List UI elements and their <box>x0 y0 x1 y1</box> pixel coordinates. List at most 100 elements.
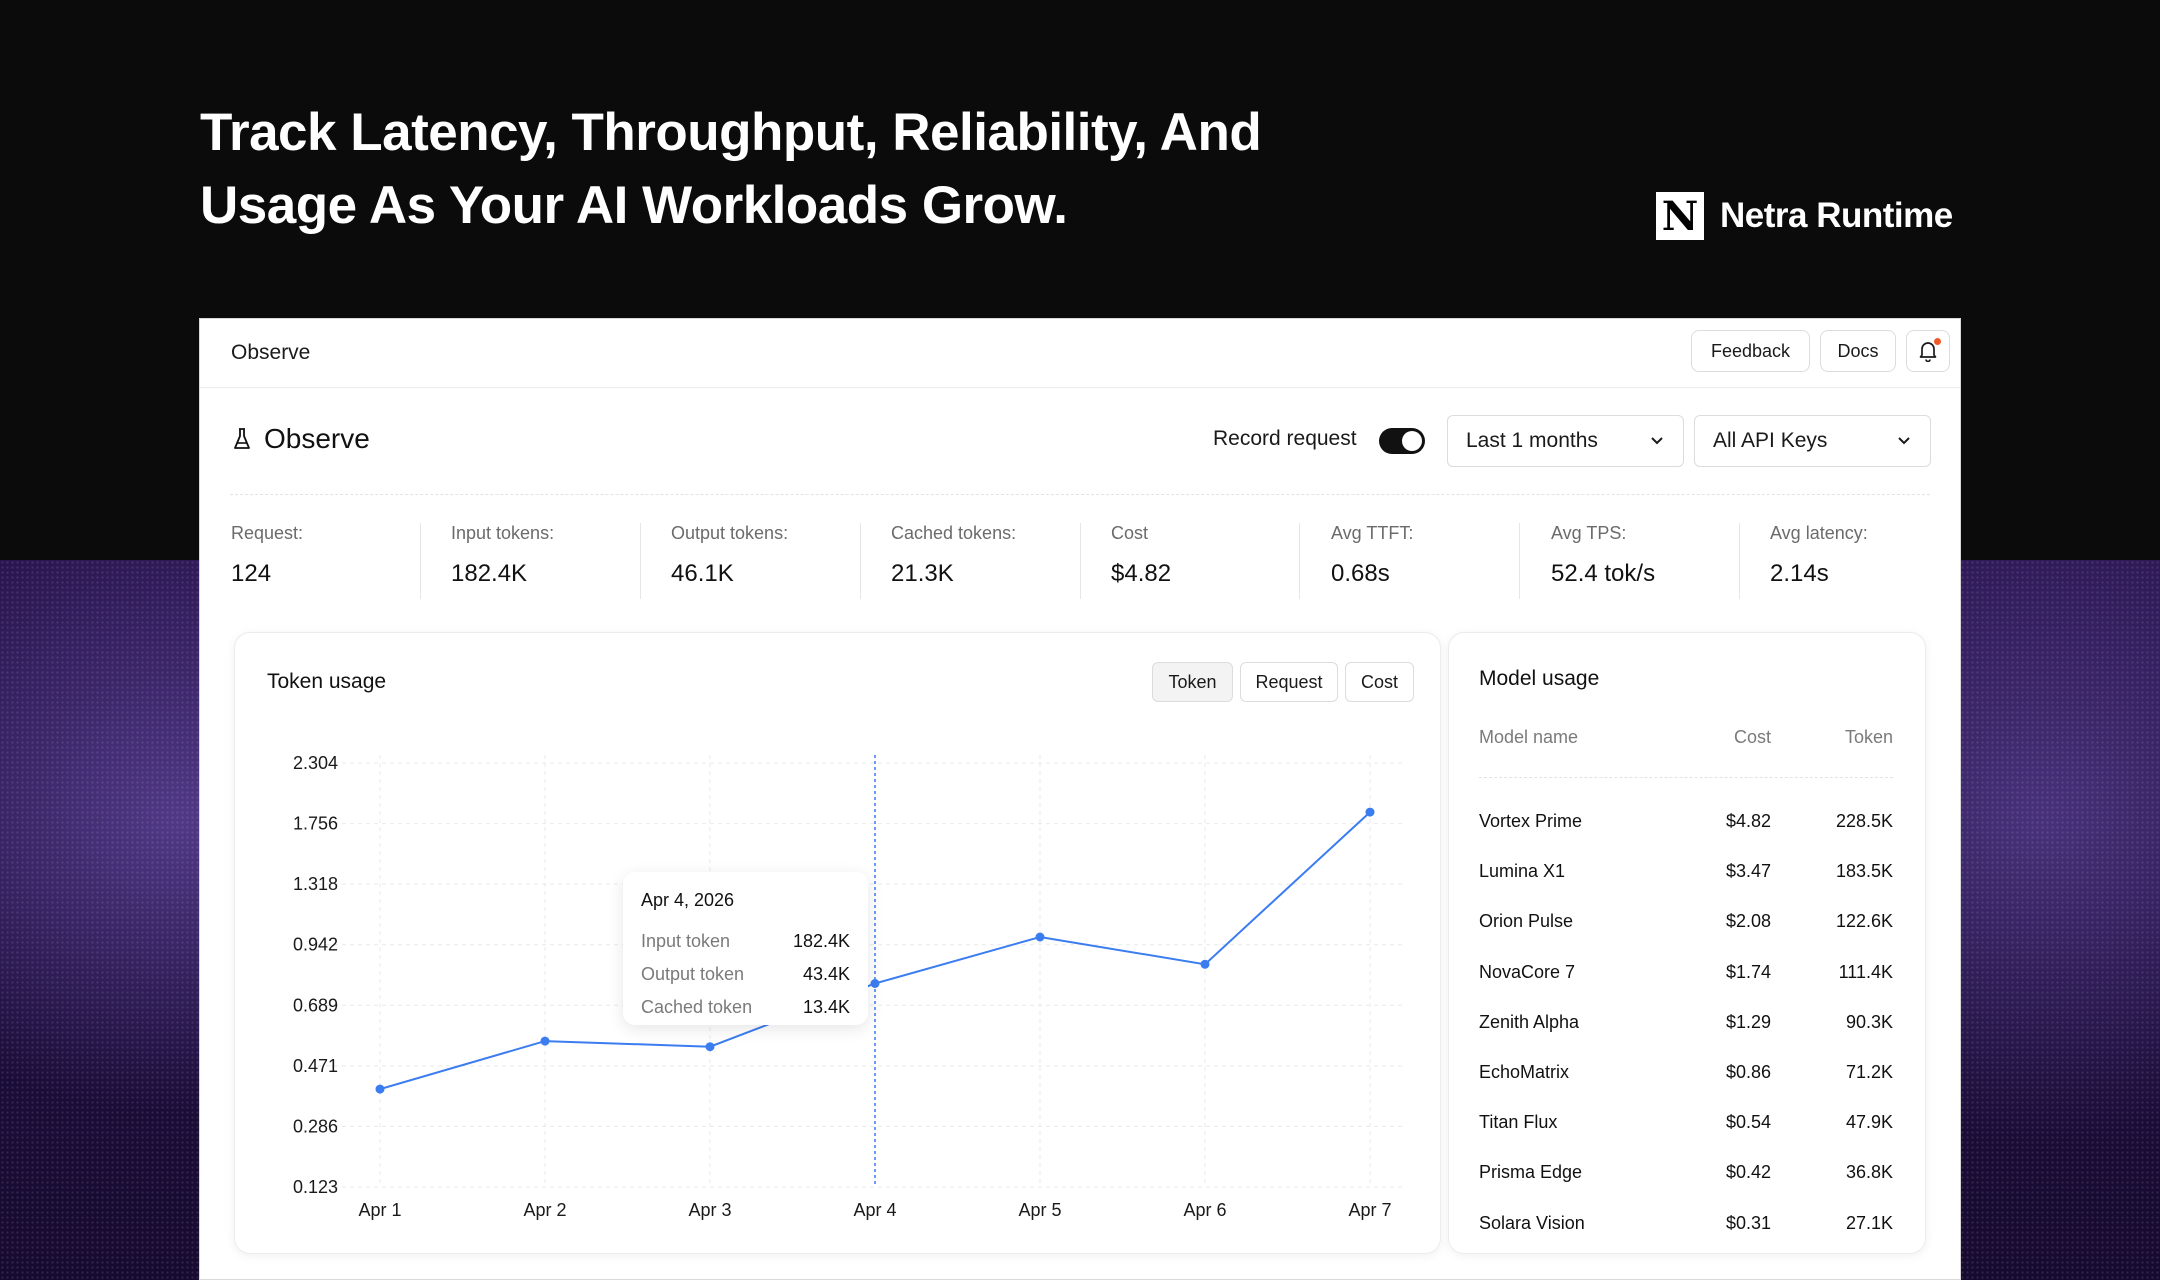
hero-headline-line-1: Track Latency, Throughput, Reliability, … <box>200 103 1262 162</box>
chevron-down-icon <box>1898 437 1910 445</box>
metric-divider <box>1299 523 1300 599</box>
token-data-point[interactable] <box>540 1036 550 1046</box>
x-tick-label: Apr 1 <box>358 1200 401 1220</box>
token-data-point[interactable] <box>1035 932 1045 942</box>
hero-headline: Track Latency, Throughput, Reliability, … <box>200 96 1400 242</box>
period-select[interactable]: Last 1 months <box>1447 415 1684 467</box>
metric-value: 0.68s <box>1331 560 1390 587</box>
model-token: 122.6K <box>1835 911 1893 932</box>
y-tick-label: 0.471 <box>293 1056 338 1076</box>
feedback-button[interactable]: Feedback <box>1691 330 1810 372</box>
model-name: Prisma Edge <box>1479 1162 1583 1183</box>
metric-label: Cost <box>1111 523 1149 543</box>
model-cost: $0.86 <box>1725 1062 1771 1082</box>
hero-headline-line-2: Usage As Your AI Workloads Grow. <box>200 176 1068 235</box>
x-tick-label: Apr 4 <box>853 1200 896 1220</box>
tooltip-value: 43.4K <box>802 964 850 984</box>
brand-mark-icon: N <box>1656 192 1704 240</box>
observe-app-window: Observe Feedback Docs Observe Record req… <box>199 318 1961 1280</box>
tab-token[interactable]: Token <box>1152 662 1233 702</box>
y-tick-label: 0.123 <box>293 1177 338 1197</box>
metric-request: Request: 124 <box>231 523 451 599</box>
metric-value: 2.14s <box>1770 560 1829 587</box>
model-name: Lumina X1 <box>1479 861 1566 882</box>
tooltip-row: Output token 43.4K <box>641 964 850 985</box>
model-cost: $0.42 <box>1725 1162 1771 1183</box>
model-usage-row[interactable]: Solara Vision $0.31 27.1K <box>1479 1213 1893 1243</box>
metric-input-tokens: Input tokens: 182.4K <box>451 523 671 599</box>
chevron-down-icon <box>1651 437 1663 445</box>
tab-request[interactable]: Request <box>1240 662 1338 702</box>
token-data-point[interactable] <box>705 1042 715 1052</box>
brand-logo: N Netra Runtime <box>1656 192 1953 240</box>
metric-value: 46.1K <box>671 560 734 587</box>
chart-tooltip: Apr 4, 2026 Input token 182.4K Output tok… <box>623 872 868 1025</box>
tab-cost[interactable]: Cost <box>1345 662 1414 702</box>
y-tick-label: 0.286 <box>293 1116 338 1136</box>
x-tick-label: Apr 7 <box>1348 1200 1391 1220</box>
model-token: 228.5K <box>1835 811 1893 831</box>
x-tick-label: Apr 2 <box>523 1200 566 1220</box>
metric-label: Input tokens: <box>451 523 555 543</box>
metric-label: Cached tokens: <box>891 523 1017 543</box>
record-request-label: Record request <box>1213 427 1357 450</box>
model-usage-row[interactable]: Orion Pulse $2.08 122.6K <box>1479 911 1893 941</box>
page-title: Observe <box>232 423 370 455</box>
column-header-cost: Cost <box>1733 727 1771 747</box>
token-data-point[interactable] <box>375 1084 385 1094</box>
metric-label: Avg latency: <box>1770 523 1868 543</box>
model-usage-title: Model usage <box>1479 667 1600 690</box>
notifications-button[interactable] <box>1906 330 1950 372</box>
model-cost: $3.47 <box>1725 861 1771 882</box>
model-cost: $4.82 <box>1725 811 1771 831</box>
model-token: 36.8K <box>1845 1162 1893 1183</box>
model-name: Zenith Alpha <box>1479 1011 1580 1032</box>
docs-button[interactable]: Docs <box>1820 330 1896 372</box>
y-tick-label: 0.689 <box>293 995 338 1015</box>
header-divider <box>230 494 1930 495</box>
metric-cost: Cost $4.82 <box>1111 523 1331 599</box>
model-usage-row[interactable]: NovaCore 7 $1.74 111.4K <box>1479 962 1893 992</box>
y-tick-label: 2.304 <box>293 753 338 773</box>
model-usage-row[interactable]: Prisma Edge $0.42 36.8K <box>1479 1162 1893 1192</box>
model-cost: $1.74 <box>1725 961 1771 982</box>
flask-icon <box>234 428 250 449</box>
metric-avg-latency: Avg latency: 2.14s <box>1770 523 1990 599</box>
model-token: 27.1K <box>1845 1212 1893 1233</box>
model-cost: $0.54 <box>1725 1112 1771 1133</box>
metric-value: 21.3K <box>891 560 954 587</box>
model-cost: $0.31 <box>1725 1212 1771 1233</box>
record-request-toggle[interactable] <box>1379 428 1425 454</box>
model-token: 90.3K <box>1845 1011 1893 1032</box>
tooltip-row: Cached token 13.4K <box>641 997 850 1018</box>
metric-avg-ttft: Avg TTFT: 0.68s <box>1331 523 1551 599</box>
metric-label: Request: <box>231 523 304 543</box>
brand-name: Netra Runtime <box>1720 196 1953 235</box>
model-usage-row[interactable]: Vortex Prime $4.82 228.5K <box>1479 811 1893 841</box>
model-cost: $2.08 <box>1725 911 1771 932</box>
model-usage-row[interactable]: EchoMatrix $0.86 71.2K <box>1479 1062 1893 1092</box>
metric-divider <box>640 523 641 599</box>
metric-divider <box>860 523 861 599</box>
model-name: NovaCore 7 <box>1479 961 1576 982</box>
toggle-knob <box>1402 431 1422 451</box>
model-usage-row[interactable]: Zenith Alpha $1.29 90.3K <box>1479 1012 1893 1042</box>
model-name: Vortex Prime <box>1479 811 1583 831</box>
token-data-point[interactable] <box>870 979 880 988</box>
metric-divider <box>420 523 421 599</box>
api-keys-select[interactable]: All API Keys <box>1694 415 1931 467</box>
model-usage-row[interactable]: Lumina X1 $3.47 183.5K <box>1479 861 1893 891</box>
metric-divider <box>1519 523 1520 599</box>
metric-label: Avg TPS: <box>1551 523 1627 543</box>
top-bar-title: Observe <box>231 341 311 364</box>
metric-cached-tokens: Cached tokens: 21.3K <box>891 523 1111 599</box>
metric-avg-tps: Avg TPS: 52.4 tok/s <box>1551 523 1771 599</box>
token-data-point[interactable] <box>1365 807 1375 817</box>
model-token: 71.2K <box>1845 1062 1893 1082</box>
model-usage-row[interactable]: Titan Flux $0.54 47.9K <box>1479 1112 1893 1142</box>
period-select-value: Last 1 months <box>1466 429 1598 452</box>
model-cost: $1.29 <box>1725 1011 1771 1032</box>
token-data-point[interactable] <box>1200 959 1210 969</box>
notification-dot <box>1934 338 1941 345</box>
tooltip-label: Cached token <box>641 997 753 1017</box>
